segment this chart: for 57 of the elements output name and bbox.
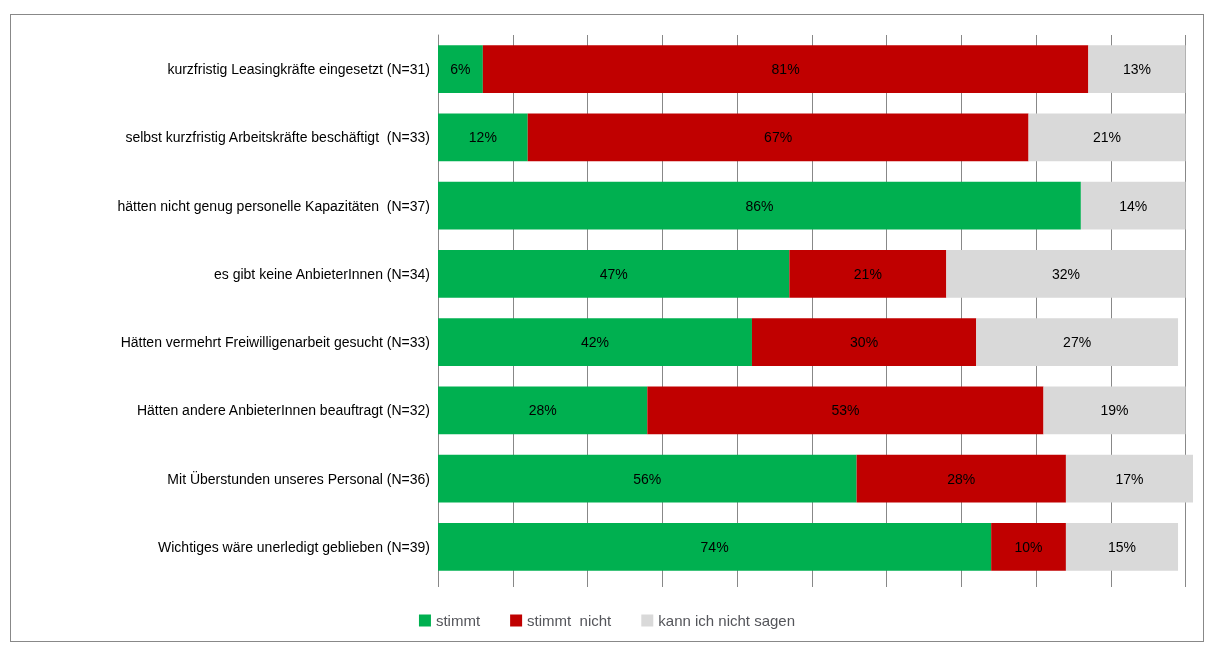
bar bbox=[438, 113, 528, 162]
data-label: 10% bbox=[1014, 538, 1043, 555]
data-label: 53% bbox=[831, 402, 860, 419]
bar bbox=[991, 522, 1066, 571]
bar bbox=[438, 386, 648, 435]
bar bbox=[438, 249, 790, 298]
bar bbox=[482, 45, 1089, 94]
data-label: 28% bbox=[947, 470, 976, 487]
data-label: 81% bbox=[771, 61, 800, 78]
bar bbox=[527, 113, 1029, 162]
y-tick-label: Wichtiges wäre unerledigt geblieben (N=39) bbox=[158, 538, 430, 555]
data-label: 21% bbox=[853, 265, 882, 282]
data-label: 30% bbox=[850, 334, 879, 351]
data-label: 21% bbox=[1093, 129, 1122, 146]
bar bbox=[789, 249, 947, 298]
y-tick-label: Mit Überstunden unseres Personal (N=36) bbox=[167, 469, 430, 487]
data-label: 15% bbox=[1107, 538, 1136, 555]
bar bbox=[1080, 181, 1186, 230]
data-label: 19% bbox=[1100, 402, 1129, 419]
bar bbox=[1065, 454, 1193, 503]
data-label: 74% bbox=[700, 538, 729, 555]
bar bbox=[438, 454, 857, 503]
data-label: 86% bbox=[745, 197, 774, 214]
y-tick-label: Hätten vermehrt Freiwilligenarbeit gesucht (N=33) bbox=[120, 334, 430, 351]
bar bbox=[1065, 522, 1179, 571]
data-label: 13% bbox=[1122, 61, 1151, 78]
data-label: 42% bbox=[580, 334, 609, 351]
data-label: 67% bbox=[764, 129, 793, 146]
bar bbox=[946, 249, 1186, 298]
bar bbox=[976, 318, 1179, 367]
data-label: 56% bbox=[633, 470, 662, 487]
data-label: 14% bbox=[1119, 197, 1148, 214]
data-label: 47% bbox=[599, 265, 628, 282]
y-tick-label: Hätten andere AnbieterInnen beauftragt (N=32) bbox=[136, 402, 430, 419]
y-tick-label: es gibt keine AnbieterInnen (N=34) bbox=[214, 265, 430, 282]
legend-label: kann ich nicht sagen bbox=[658, 612, 796, 629]
bar bbox=[1043, 386, 1186, 435]
bar bbox=[1028, 113, 1186, 162]
data-label: 12% bbox=[468, 129, 497, 146]
data-label: 17% bbox=[1115, 470, 1144, 487]
data-label: 6% bbox=[450, 61, 471, 78]
bar bbox=[1088, 45, 1186, 94]
bar bbox=[438, 318, 752, 367]
bar bbox=[647, 386, 1044, 435]
y-tick-label: hätten nicht genug personelle Kapazitäten (N=37) bbox=[117, 197, 430, 214]
bar bbox=[438, 522, 992, 571]
bar bbox=[438, 181, 1081, 230]
legend-label: stimmt bbox=[435, 612, 481, 629]
bar bbox=[438, 45, 483, 94]
y-tick-label: selbst kurzfristig Arbeitskräfte beschäftigt (N=33) bbox=[125, 129, 430, 146]
legend-label: stimmt nicht bbox=[527, 612, 613, 629]
data-label: 32% bbox=[1051, 265, 1080, 282]
data-label: 28% bbox=[528, 402, 557, 419]
bar bbox=[751, 318, 977, 367]
data-label: 27% bbox=[1063, 334, 1092, 351]
bar bbox=[856, 454, 1066, 503]
y-tick-label: kurzfristig Leasingkräfte eingesetzt (N=31) bbox=[167, 61, 430, 78]
